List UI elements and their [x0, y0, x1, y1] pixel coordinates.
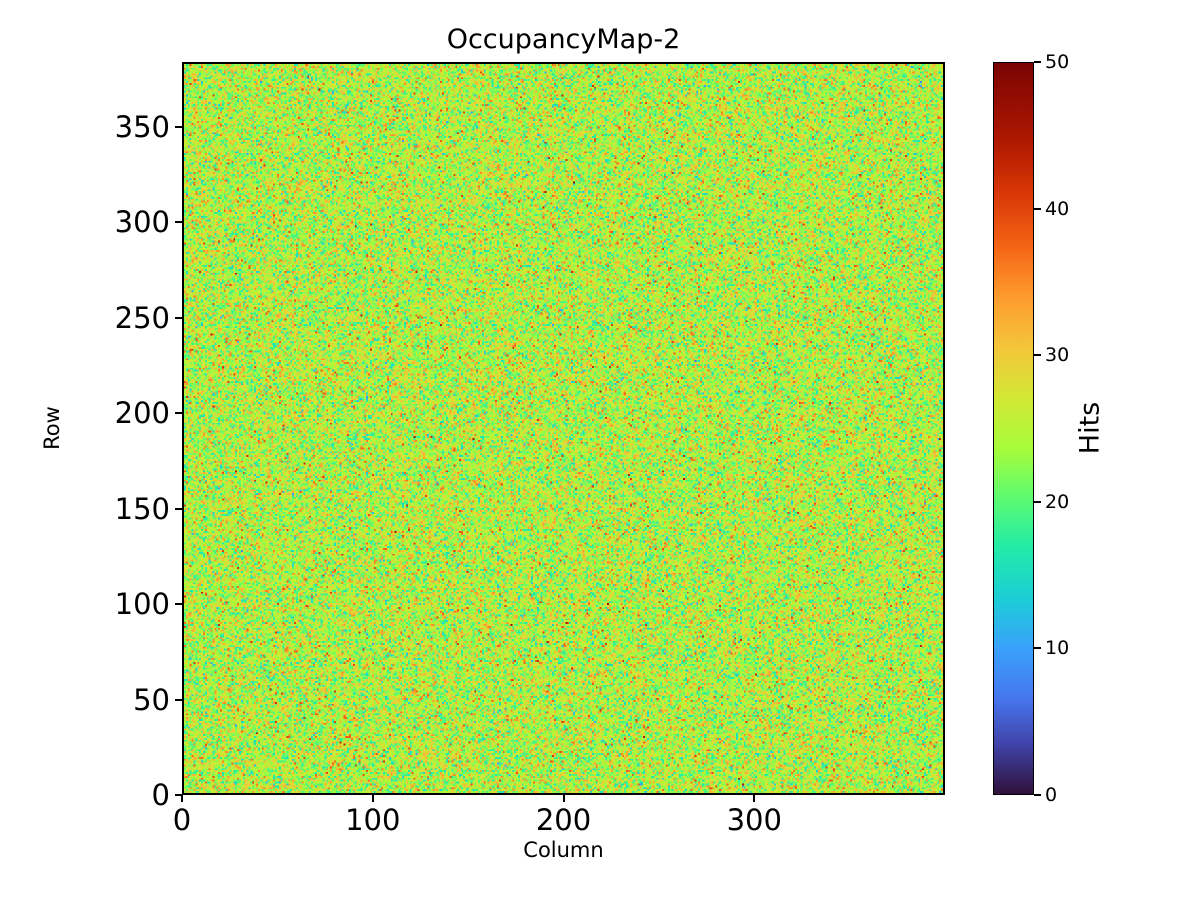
y-tick-mark — [175, 603, 182, 606]
colorbar-tick-label: 10 — [1045, 637, 1070, 660]
y-tick-mark — [175, 221, 182, 224]
y-axis-label: Row — [40, 406, 64, 450]
colorbar-tick-label: 20 — [1045, 490, 1070, 513]
colorbar-tick-mark — [1034, 794, 1041, 796]
colorbar-tick-mark — [1034, 500, 1041, 503]
colorbar[interactable] — [993, 62, 1034, 795]
y-tick-mark — [175, 794, 182, 796]
x-tick-mark — [562, 795, 565, 802]
y-tick-label: 100 — [114, 587, 170, 622]
y-tick-mark — [175, 125, 182, 128]
x-tick-mark — [181, 795, 183, 802]
x-tick-label: 200 — [535, 803, 592, 837]
y-tick-mark — [175, 698, 182, 701]
y-tick-label: 150 — [114, 491, 170, 526]
y-tick-mark — [175, 316, 182, 319]
y-tick-label: 0 — [151, 778, 170, 812]
y-tick-label: 50 — [133, 682, 170, 717]
colorbar-tick-label: 0 — [1045, 784, 1058, 806]
x-tick-label: 100 — [345, 803, 401, 837]
heatmap-plot-area[interactable] — [182, 62, 945, 795]
x-tick-label: 300 — [726, 803, 782, 837]
colorbar-tick-label: 50 — [1045, 51, 1070, 73]
colorbar-tick-label: 40 — [1045, 197, 1070, 220]
y-tick-label: 200 — [114, 396, 170, 431]
x-tick-label: 0 — [172, 803, 192, 837]
y-tick-label: 250 — [114, 300, 170, 335]
y-tick-label: 350 — [114, 109, 170, 144]
colorbar-tick-mark — [1034, 354, 1041, 357]
colorbar-tick-mark — [1034, 61, 1041, 63]
y-tick-mark — [175, 507, 182, 510]
page-title: OccupancyMap-2 — [446, 24, 681, 55]
colorbar-tick-mark — [1034, 647, 1041, 650]
colorbar-tick-mark — [1034, 207, 1041, 210]
x-tick-mark — [753, 795, 756, 802]
y-tick-label: 300 — [114, 205, 170, 240]
colorbar-gradient — [993, 62, 1034, 795]
occupancy-heatmap[interactable] — [184, 64, 943, 793]
y-tick-mark — [175, 412, 182, 415]
x-tick-mark — [371, 795, 374, 802]
x-axis-label: Column — [523, 838, 604, 862]
colorbar-tick-label: 30 — [1045, 344, 1070, 367]
colorbar-label: Hits — [1074, 401, 1106, 455]
